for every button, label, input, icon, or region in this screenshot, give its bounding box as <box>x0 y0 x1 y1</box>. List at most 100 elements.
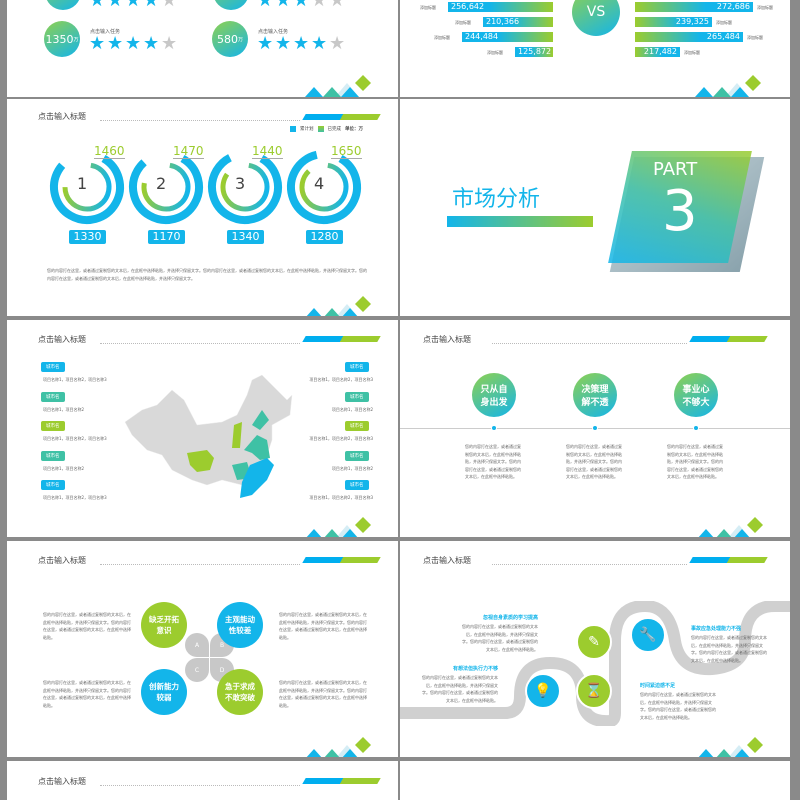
donut-index: 4 <box>314 174 325 193</box>
bar-label: 添加标题 <box>420 5 436 10</box>
slide-donuts[interactable]: 点击输入标题 累计划 已完成 单位：万 1 1460 1330 2 1470 1170 3 1… <box>7 99 398 316</box>
timeline-dot <box>491 425 497 431</box>
header-stripe <box>689 557 768 563</box>
slide-title[interactable]: 点击输入标题 <box>38 112 86 121</box>
slide-timeline[interactable]: 点击输入标题 只从自身出发您的内容打在这里，或者通过复制您的文本后，在此框中选择… <box>400 320 790 537</box>
bar-label: 添加标题 <box>487 50 503 55</box>
donut-index: 2 <box>156 174 167 193</box>
donut-index: 1 <box>77 174 88 193</box>
triangle-decoration <box>305 75 371 97</box>
header-stripe <box>302 557 381 563</box>
map-region-sichuan <box>187 450 214 472</box>
city-tag[interactable]: 城市名 <box>41 421 65 431</box>
clover-circle[interactable]: 缺乏开拓意识 <box>141 602 187 648</box>
road-item-text[interactable]: 您的内容打在这里，或者通过复制您的文本后，在此框中选择粘贴，并选择只保留文字。您… <box>422 675 498 703</box>
header-stripe <box>302 336 381 342</box>
star-empty-icon: ★ <box>311 0 328 11</box>
bar-label: 添加标题 <box>455 20 471 25</box>
project-list: 项目名称1，项目名称2，项目名称3 <box>43 436 107 441</box>
china-map[interactable] <box>122 370 297 515</box>
slide-part-3[interactable]: 市场分析 PART 3 <box>400 99 790 316</box>
slide-vs[interactable]: VS 256,642 添加标题 210,366 添加标题 244,484 添加标题 125,… <box>400 0 790 97</box>
road-item-text[interactable]: 您的内容打在这里，或者通过复制您的文本后，在此框中选择粘贴，并选择只保留文字。您… <box>691 635 767 663</box>
slide-road[interactable]: 点击输入标题 ✎ 🔧 💡 ⌛ 忽视自身素质的学习提高您的内容打在这里，或者通过复制您的文… <box>400 541 790 757</box>
hourglass-icon[interactable]: ⌛ <box>576 673 612 709</box>
value-circle: 1350 万 <box>44 21 80 57</box>
city-tag[interactable]: 城市名 <box>345 362 369 372</box>
road-item-title: 事故应急处理能力不强 <box>691 626 742 632</box>
map-region-southeast <box>240 458 274 498</box>
map-region-east <box>244 435 270 460</box>
star-filled-icon: ★ <box>89 33 106 54</box>
city-tag[interactable]: 城市名 <box>345 421 369 431</box>
legend-swatch-done <box>317 126 324 132</box>
slide-bottom-left[interactable]: 点击输入标题 <box>7 761 398 800</box>
slide-title[interactable]: 点击输入标题 <box>423 556 471 565</box>
city-tag[interactable]: 城市名 <box>41 450 65 461</box>
issue-circle[interactable]: 决策理解不透 <box>573 373 617 417</box>
slide-title[interactable]: 点击输入标题 <box>38 556 86 565</box>
section-title[interactable]: 市场分析 <box>452 187 541 212</box>
slide-title[interactable]: 点击输入标题 <box>423 335 471 344</box>
donut-index: 3 <box>235 174 246 193</box>
star-filled-icon: ★ <box>257 0 274 11</box>
road-item-title: 有想法但执行力不够 <box>452 666 498 672</box>
map-region-gray <box>124 374 293 486</box>
star-filled-icon: ★ <box>143 33 160 54</box>
road-item-text[interactable]: 您的内容打在这里，或者通过复制您的文本后，在此框中选择粘贴，并选择只保留文字。您… <box>462 624 538 652</box>
done-ring <box>220 162 270 212</box>
clover-circle[interactable]: 主观能动性较差 <box>217 602 263 648</box>
task-label: 点击输入任务 <box>90 29 121 35</box>
right-bar: 272,686 <box>635 2 753 12</box>
part-label: PART <box>653 159 698 180</box>
pen-icon[interactable]: ✎ <box>576 624 612 660</box>
donut-target: 1650 <box>331 144 362 159</box>
project-list: 项目名称1，项目名称2，项目名称3 <box>309 436 373 441</box>
city-tag[interactable]: 城市名 <box>41 480 65 490</box>
part-number: 3 <box>662 179 698 244</box>
body-text[interactable]: 您的内容打在这里，或者通过复制您的文本后，在此框中选择粘贴，并选择只保留文字。您… <box>47 268 367 281</box>
star-filled-icon: ★ <box>275 33 292 54</box>
bar-label: 添加标题 <box>684 50 700 55</box>
left-bar: 210,366 <box>483 17 553 27</box>
road-item-text[interactable]: 您的内容打在这里，或者通过复制您的文本后，在此框中选择粘贴，并选择只保留文字。您… <box>640 692 716 720</box>
road-item-title: 忽视自身素质的学习提高 <box>482 615 538 621</box>
clover-description[interactable]: 您的内容打在这里，或者通过复制您的文本后，在此框中选择粘贴，并选择只保留文字。您… <box>43 612 131 640</box>
issue-description[interactable]: 您的内容打在这里，或者通过复制您的文本后，在此框中选择粘贴，并选择只保留文字。您… <box>465 444 521 479</box>
issue-description[interactable]: 您的内容打在这里，或者通过复制您的文本后，在此框中选择粘贴，并选择只保留文字。您… <box>667 444 723 479</box>
done-ring <box>141 162 191 212</box>
slide-bottom-right[interactable] <box>400 761 790 800</box>
header-stripe <box>302 114 381 120</box>
wrench-icon[interactable]: 🔧 <box>630 617 666 653</box>
issue-description[interactable]: 您的内容打在这里，或者通过复制您的文本后，在此框中选择粘贴，并选择只保留文字。您… <box>566 444 622 479</box>
slide-clover[interactable]: 点击输入标题 A B C D 缺乏开拓意识 主观能动性较差 创新能力较弱 急于求成不敢突破 您的… <box>7 541 398 757</box>
clover-description[interactable]: 您的内容打在这里，或者通过复制您的文本后，在此框中选择粘贴，并选择只保留文字。您… <box>279 680 367 708</box>
city-tag[interactable]: 城市名 <box>345 480 369 490</box>
map-region-north <box>252 410 269 430</box>
legend: 累计划 已完成 单位：万 <box>290 126 363 132</box>
clover-circle[interactable]: 创新能力较弱 <box>141 669 187 715</box>
slide-title[interactable]: 点击输入标题 <box>38 335 86 344</box>
clover-circle[interactable]: 急于求成不敢突破 <box>217 669 263 715</box>
lightbulb-icon[interactable]: 💡 <box>525 673 561 709</box>
title-underline <box>447 216 593 227</box>
city-tag[interactable]: 城市名 <box>41 391 65 402</box>
city-tag[interactable]: 城市名 <box>41 362 65 372</box>
slide-ratings[interactable]: ★ ★ ★ ★ ★ ★ ★ ★ ★ ★ 1350 万 点击输入任务 580 万 点击输入任务 ★ ★ ★ ★… <box>7 0 398 97</box>
unit-label: 单位：万 <box>345 127 363 132</box>
city-tag[interactable]: 城市名 <box>345 450 369 461</box>
issue-circle[interactable]: 只从自身出发 <box>472 373 516 417</box>
vs-circle: VS <box>572 0 620 36</box>
clover-description[interactable]: 您的内容打在这里，或者通过复制您的文本后，在此框中选择粘贴，并选择只保留文字。您… <box>43 680 131 708</box>
star-empty-icon: ★ <box>161 0 178 11</box>
clover-description[interactable]: 您的内容打在这里，或者通过复制您的文本后，在此框中选择粘贴，并选择只保留文字。您… <box>279 612 367 640</box>
unit-text: 万 <box>237 36 243 43</box>
issue-circle[interactable]: 事业心不够大 <box>674 373 718 417</box>
slide-map[interactable]: 点击输入标题 城市名 项目名称1，项目名称2，项目名称3 城市名 项目名称1，项目名称… <box>7 320 398 537</box>
star-filled-icon: ★ <box>125 0 142 11</box>
triangle-decoration <box>698 737 763 757</box>
slide-title[interactable]: 点击输入标题 <box>38 777 86 786</box>
city-tag[interactable]: 城市名 <box>345 391 369 402</box>
project-list: 项目名称1，项目名称2 <box>331 465 373 471</box>
left-bar: 244,484 <box>462 32 553 42</box>
